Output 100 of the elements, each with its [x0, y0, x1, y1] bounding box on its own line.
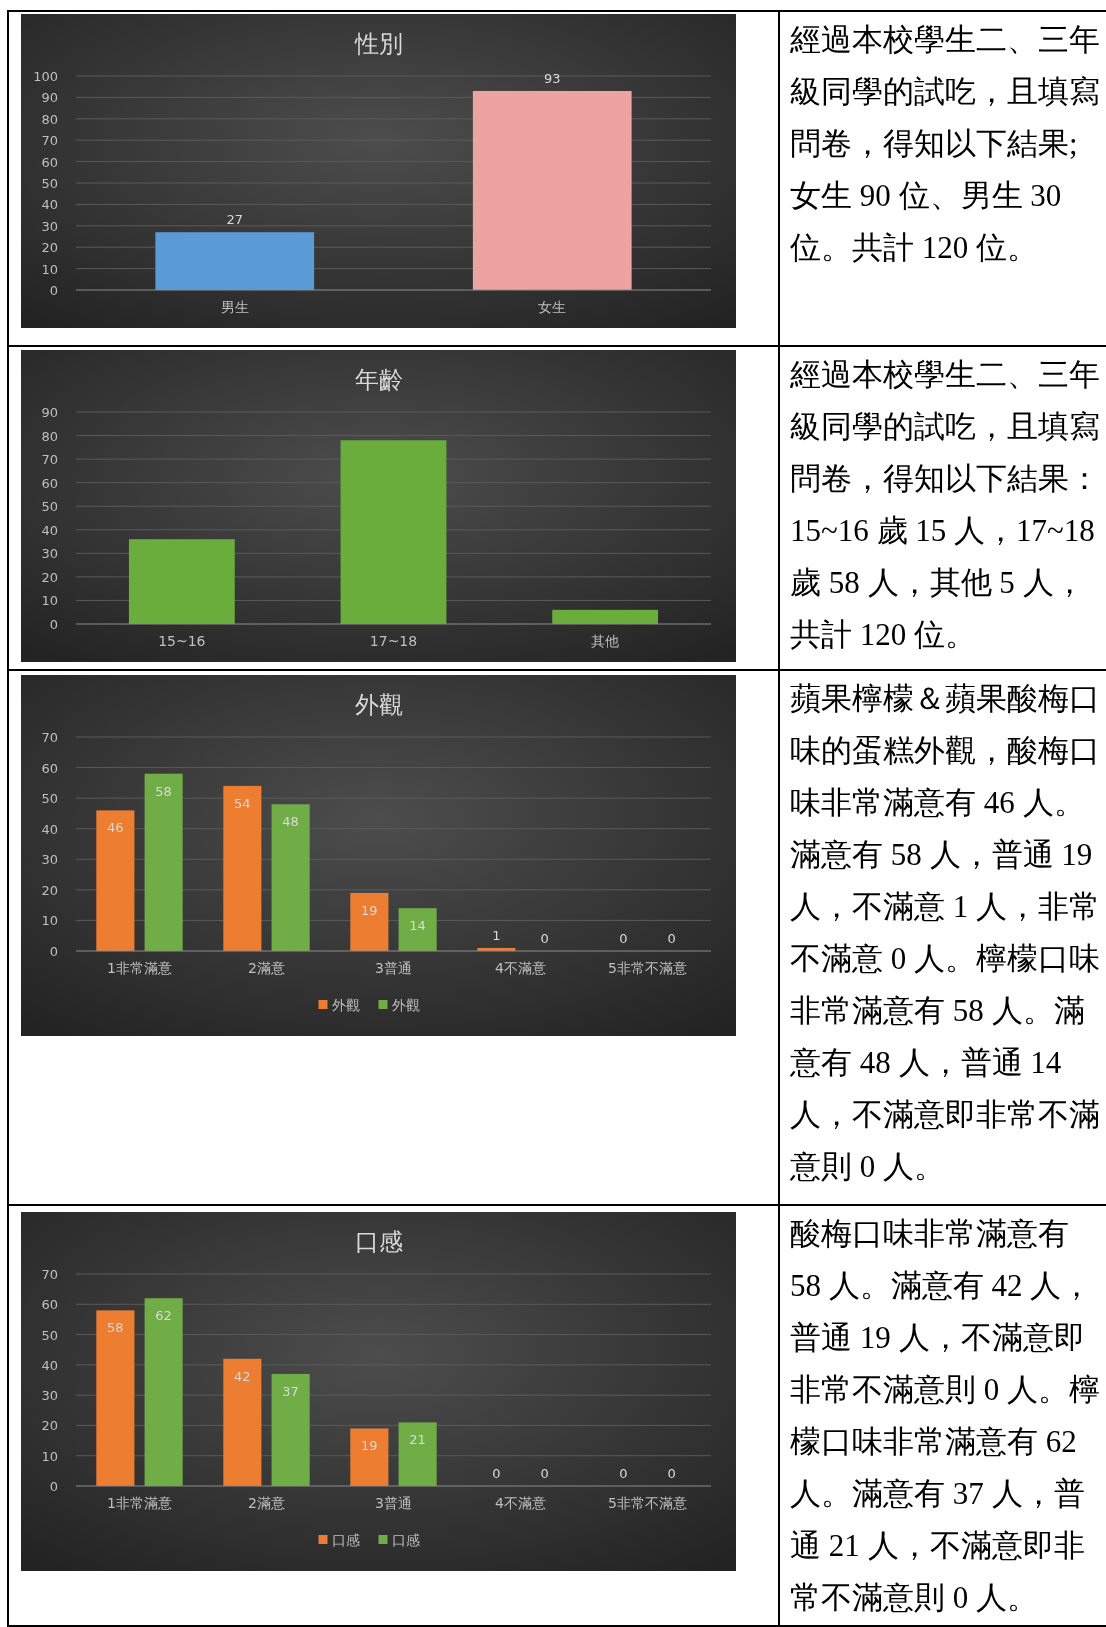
y-tick-label: 100 [33, 69, 58, 84]
bar [350, 1428, 389, 1486]
y-tick-label: 80 [41, 111, 58, 127]
data-label: 37 [282, 1383, 299, 1399]
x-tick-label: 其他 [591, 633, 620, 649]
data-label: 0 [667, 931, 676, 946]
y-tick-label: 80 [41, 428, 58, 444]
data-label: 0 [540, 1466, 549, 1481]
y-tick-label: 10 [41, 1448, 58, 1464]
legend-label: 口感 [391, 1532, 420, 1548]
y-tick-label: 10 [41, 913, 58, 929]
data-label: 0 [540, 931, 549, 946]
data-label: 48 [282, 814, 299, 830]
bar [552, 609, 659, 624]
bar [340, 440, 447, 624]
bar [144, 773, 183, 951]
y-tick-label: 0 [49, 944, 58, 959]
data-label: 19 [361, 1438, 378, 1454]
data-label: 46 [107, 820, 124, 836]
y-tick-label: 0 [49, 1479, 58, 1494]
x-tick-label: 5非常不滿意 [608, 1495, 687, 1511]
chart-title: 性別 [353, 30, 403, 58]
y-tick-label: 10 [41, 593, 58, 609]
bar [128, 539, 235, 624]
bar [398, 1422, 437, 1486]
data-label: 42 [234, 1368, 251, 1384]
bar [350, 892, 389, 951]
y-tick-label: 60 [41, 475, 58, 491]
data-label: 0 [667, 1466, 676, 1481]
legend-label: 外觀 [331, 997, 360, 1013]
x-tick-label: 女生 [538, 299, 567, 315]
bar [96, 810, 135, 951]
chart-title: 年齡 [354, 366, 403, 394]
data-label: 19 [361, 902, 378, 918]
data-label: 62 [155, 1308, 172, 1324]
x-tick-label: 4不滿意 [495, 960, 546, 976]
x-tick-label: 15~16 [158, 633, 206, 649]
bar [398, 908, 437, 951]
y-tick-label: 30 [41, 546, 58, 562]
x-tick-label: 2滿意 [248, 960, 285, 976]
x-tick-label: 17~18 [369, 633, 418, 649]
data-label: 58 [107, 1320, 124, 1336]
x-tick-label: 4不滿意 [495, 1495, 546, 1511]
y-tick-label: 60 [41, 760, 58, 776]
y-tick-label: 40 [41, 821, 58, 837]
bar [144, 1298, 183, 1486]
data-label: 0 [492, 1466, 501, 1481]
x-tick-label: 2滿意 [248, 1495, 285, 1511]
y-tick-label: 20 [41, 882, 58, 898]
y-tick-label: 40 [41, 1357, 58, 1373]
y-tick-label: 30 [41, 1388, 58, 1404]
y-tick-label: 20 [41, 569, 58, 585]
bar [223, 1358, 262, 1486]
y-tick-label: 10 [41, 261, 58, 277]
data-label: 14 [409, 918, 426, 934]
data-label: 21 [409, 1432, 426, 1448]
x-tick-label: 男生 [220, 299, 249, 315]
y-tick-label: 60 [41, 1297, 58, 1313]
y-tick-label: 50 [41, 176, 58, 191]
y-tick-label: 20 [41, 240, 58, 256]
data-label: 58 [155, 783, 172, 799]
y-tick-label: 50 [41, 499, 58, 515]
y-tick-label: 90 [41, 90, 58, 106]
y-tick-label: 50 [41, 791, 58, 807]
data-label: 27 [226, 212, 244, 228]
x-tick-label: 1非常滿意 [107, 1495, 172, 1511]
y-tick-label: 60 [41, 154, 58, 170]
data-label: 0 [619, 931, 628, 946]
text: 經過本校學生二、三年級同學的試吃，且填寫問卷，得知以下結果：15~16 歲 15 人，17~18 歲 58 人，其他 5 人，共計 120 位。 [790, 356, 1101, 654]
y-tick-label: 50 [41, 1327, 58, 1343]
x-tick-label: 5非常不滿意 [608, 960, 687, 976]
data-label: 0 [619, 1466, 628, 1481]
x-tick-label: 1非常滿意 [107, 960, 172, 976]
x-tick-label: 3普通 [375, 960, 412, 976]
data-label: 93 [543, 70, 561, 86]
text: 經過本校學生二、三年級同學的試吃，且填寫問卷，得知以下結果;女生 90 位、男生 30 位。共計 120 位。 [790, 21, 1101, 267]
x-tick-label: 3普通 [375, 1495, 412, 1511]
bar [223, 785, 262, 951]
text: 酸梅口味非常滿意有 58 人。滿意有 42 人，普通 19 人，不滿意即非常不滿意則 0 人。檸檬口味非常滿意有 62 人。滿意有 37 人，普通 21 人，不滿意即非常不滿意則 0 人。 [790, 1215, 1101, 1617]
y-tick-label: 20 [41, 1418, 58, 1434]
data-label: 54 [234, 795, 251, 811]
y-tick-label: 40 [41, 522, 58, 538]
data-label: 1 [492, 927, 501, 943]
y-tick-label: 70 [41, 452, 58, 468]
y-tick-label: 0 [49, 283, 58, 298]
chart-title: 外觀 [354, 691, 403, 719]
chart-title: 口感 [354, 1228, 403, 1256]
y-tick-label: 70 [41, 133, 58, 149]
y-tick-label: 40 [41, 197, 58, 213]
y-tick-label: 30 [41, 852, 58, 868]
y-tick-label: 90 [41, 405, 58, 420]
y-tick-label: 70 [41, 730, 58, 745]
legend-label: 口感 [331, 1532, 360, 1548]
legend-label: 外觀 [391, 997, 420, 1013]
y-tick-label: 0 [49, 617, 58, 632]
bar [271, 804, 310, 951]
bar [271, 1373, 310, 1486]
y-tick-label: 70 [41, 1267, 58, 1282]
y-tick-label: 30 [41, 218, 58, 234]
bar [96, 1310, 135, 1486]
